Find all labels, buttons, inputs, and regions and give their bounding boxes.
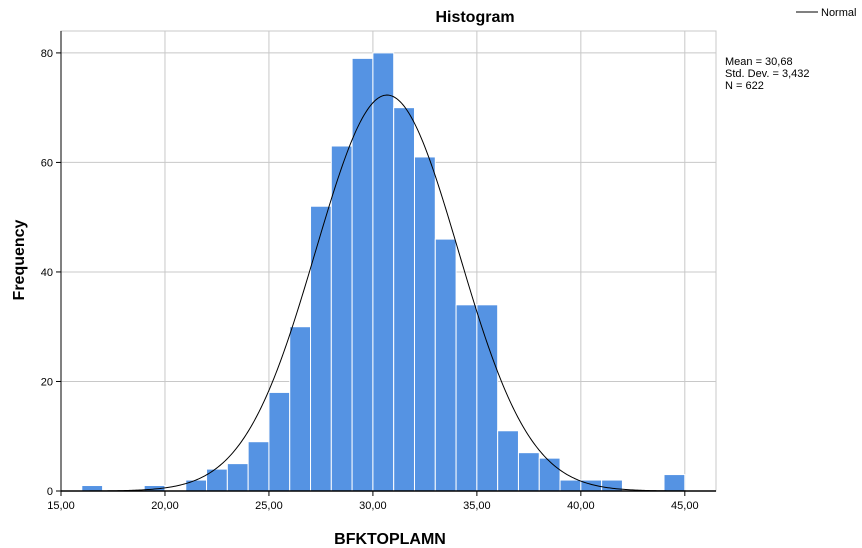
x-tick-label: 30,00 — [359, 500, 387, 512]
histogram-bar — [663, 474, 686, 492]
y-tick-label: 40 — [41, 267, 53, 279]
x-tick-label: 20,00 — [151, 500, 179, 512]
stats-n: N = 622 — [725, 80, 764, 92]
y-axis-label: Frequency — [11, 219, 28, 300]
normal-curve — [61, 94, 716, 492]
x-tick-label: 25,00 — [255, 500, 283, 512]
histogram-bar — [289, 326, 312, 492]
histogram-bar — [538, 457, 561, 492]
x-tick-labels: 15,00 20,00 25,00 30,00 35,00 40,00 45,00 — [47, 491, 699, 512]
y-tick-label: 80 — [41, 48, 53, 60]
y-tick-label: 0 — [47, 486, 53, 498]
x-tick-label: 35,00 — [463, 500, 491, 512]
histogram-bar — [413, 156, 436, 492]
histogram-bar — [330, 145, 353, 492]
histogram-bar — [351, 57, 374, 492]
histogram-bar — [372, 52, 395, 492]
x-tick-label: 45,00 — [671, 500, 699, 512]
histogram-bar — [185, 479, 208, 492]
chart-title: Histogram — [435, 9, 514, 26]
histogram-bar — [455, 304, 478, 492]
histogram-bar — [476, 304, 499, 492]
y-tick-label: 60 — [41, 157, 53, 169]
y-tick-labels: 0 20 40 60 80 — [41, 48, 61, 498]
histogram-bar — [393, 107, 415, 492]
normal-curve-group — [61, 94, 716, 492]
stats-mean: Mean = 30,68 — [725, 56, 793, 68]
y-tick-label: 20 — [41, 376, 53, 388]
axes — [60, 31, 716, 492]
legend: Normal — [796, 7, 856, 19]
histogram-bar — [81, 485, 104, 492]
legend-label: Normal — [821, 7, 856, 19]
bars — [81, 52, 686, 492]
histogram-bar — [310, 205, 332, 492]
histogram-bar — [497, 430, 519, 492]
histogram-bar — [434, 238, 457, 492]
histogram-bar — [268, 391, 291, 492]
histogram-bar — [517, 452, 540, 492]
x-tick-label: 15,00 — [47, 500, 75, 512]
x-tick-label: 40,00 — [567, 500, 595, 512]
x-axis-label: BFKTOPLAMN — [334, 531, 446, 548]
stats-std-dev: Std. Dev. = 3,432 — [725, 68, 810, 80]
stats-box: Mean = 30,68 Std. Dev. = 3,432 N = 622 — [725, 56, 810, 92]
histogram-bar — [247, 441, 270, 492]
histogram-bar — [226, 463, 249, 492]
histogram-bar — [559, 479, 582, 492]
